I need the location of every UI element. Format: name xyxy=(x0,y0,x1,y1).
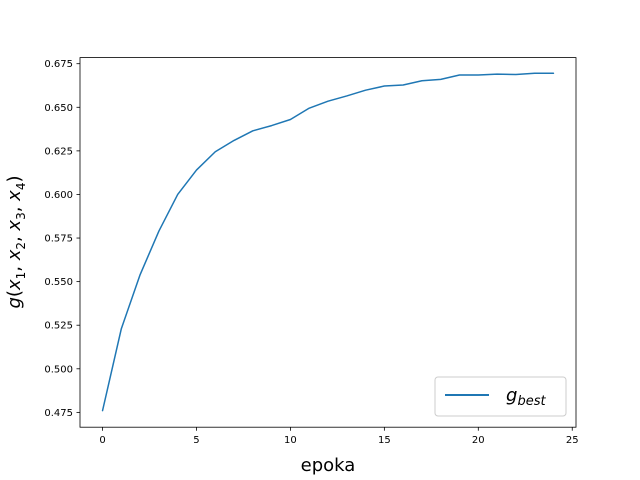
legend: gbest xyxy=(434,376,567,417)
y-tick-label: 0.475 xyxy=(44,408,73,419)
y-label-sub-3: 3 xyxy=(14,212,28,220)
y-label-close: ) xyxy=(4,175,25,182)
x-tick-label: 5 xyxy=(193,435,199,446)
x-tick-label: 15 xyxy=(378,435,391,446)
axis-ticks: 0 5 10 15 20 25 0.475 0.500 0.525 0.550 0.575 0.600… xyxy=(44,59,578,446)
y-label-sub-4: 4 xyxy=(14,183,28,191)
y-label-var-4: x xyxy=(4,190,25,202)
legend-box xyxy=(434,376,567,417)
legend-label-base: g xyxy=(506,385,517,406)
series-line-1 xyxy=(101,72,555,412)
axes-frame xyxy=(79,57,577,428)
plot-area xyxy=(101,72,555,412)
x-axis-label: epoka xyxy=(301,455,356,476)
y-label-sep-3: , xyxy=(4,201,25,212)
y-tick-label: 0.575 xyxy=(44,234,73,245)
legend-label-sub: best xyxy=(517,394,546,409)
y-tick-label: 0.550 xyxy=(44,277,73,288)
y-label-open: ( xyxy=(4,290,25,297)
legend-label: gbest xyxy=(506,385,546,409)
x-tick-label: 10 xyxy=(284,435,297,446)
y-label-base: g xyxy=(4,297,25,308)
y-axis-label: g(x1, x2, x3, x4) xyxy=(4,175,28,308)
x-tick-label: 0 xyxy=(99,435,105,446)
y-tick-label: 0.500 xyxy=(44,364,73,375)
y-tick-label: 0.625 xyxy=(44,146,73,157)
y-label-sep-2: , xyxy=(4,231,25,242)
y-tick-label: 0.600 xyxy=(44,190,73,201)
y-tick-label: 0.525 xyxy=(44,321,73,332)
y-tick-label: 0.675 xyxy=(44,59,73,70)
x-tick-label: 25 xyxy=(566,435,579,446)
y-label-var-2: x xyxy=(4,249,25,261)
y-label-sub-2: 2 xyxy=(14,242,28,250)
x-tick-label: 20 xyxy=(472,435,485,446)
y-label-sep-1: , xyxy=(4,260,25,271)
y-label-var-3: x xyxy=(4,220,25,232)
y-label-sub-1: 1 xyxy=(14,272,28,280)
y-tick-label: 0.650 xyxy=(44,103,73,114)
y-label-var-1: x xyxy=(4,279,25,291)
